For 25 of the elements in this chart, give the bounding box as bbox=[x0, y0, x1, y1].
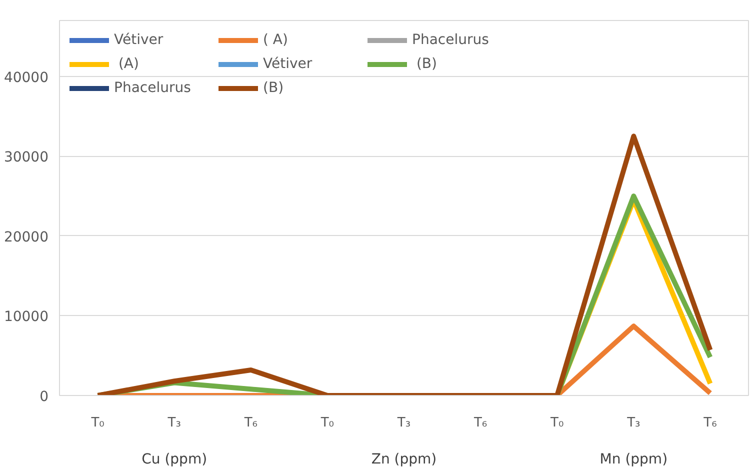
legend-label: (B) bbox=[415, 56, 438, 72]
y-tick-label: 10000 bbox=[4, 309, 49, 326]
y-tick-label: 30000 bbox=[4, 150, 49, 166]
x-tick-label: T₆ bbox=[702, 416, 717, 430]
x-tick-label: T₃ bbox=[166, 416, 181, 430]
legend-label: Phacelurus bbox=[412, 32, 490, 48]
legend-label: (B) bbox=[263, 80, 285, 96]
x-tick-label: T₀ bbox=[90, 416, 104, 430]
text: Mn (ppm) bbox=[600, 452, 668, 468]
legend-label: Vétiver bbox=[263, 56, 314, 72]
x-tick-label: T₃ bbox=[626, 416, 640, 430]
text: Zn (ppm) bbox=[371, 452, 437, 468]
legend-label: Phacelurus bbox=[114, 80, 192, 96]
text: Cu (ppm) bbox=[142, 452, 208, 468]
x-tick-label: T₆ bbox=[472, 416, 488, 430]
x-tick-label: T₀ bbox=[320, 416, 334, 430]
legend-label: ( A) bbox=[263, 32, 289, 48]
legend-label: Vétiver bbox=[114, 32, 164, 48]
y-tick-label: 40000 bbox=[4, 70, 49, 86]
legend-label: (A) bbox=[117, 56, 140, 72]
y-tick-label: 20000 bbox=[4, 229, 49, 246]
y-tick-label: 0 bbox=[40, 389, 49, 405]
x-tick-label: T₀ bbox=[550, 416, 564, 430]
x-tick-label: T₆ bbox=[243, 416, 258, 430]
x-tick-label: T₃ bbox=[396, 416, 411, 430]
